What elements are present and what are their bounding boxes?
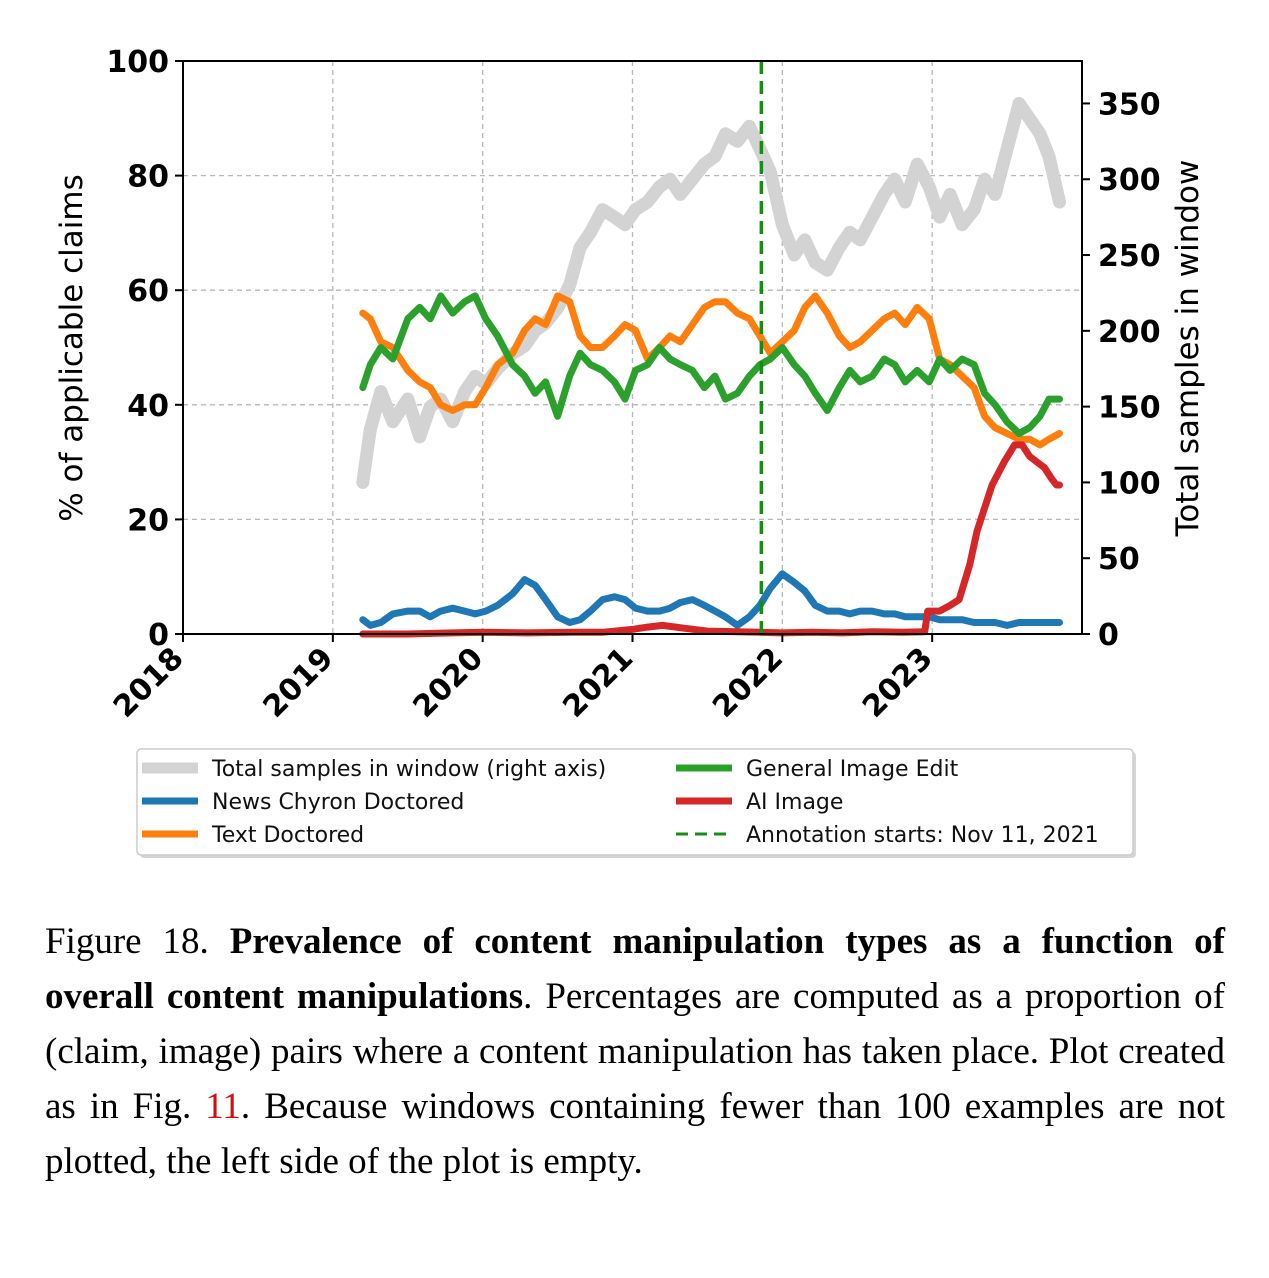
x-tick-label: 2018: [107, 641, 191, 725]
y-axis-label-left: % of applicable claims: [54, 174, 90, 522]
series-line-general-image-edit: [359, 292, 1063, 437]
series-line-total-samples-in-window-right-axis: [356, 96, 1066, 489]
legend: Total samples in window (right axis) News…: [136, 748, 1136, 858]
right-tick-label: 50: [1098, 542, 1140, 577]
x-tick-label: 2019: [257, 641, 341, 725]
left-tick-label: 0: [148, 618, 169, 653]
x-tick-label: 2021: [556, 641, 640, 725]
legend-label: News Chyron Doctored: [212, 790, 464, 815]
figure-reference-link[interactable]: 11: [205, 1086, 241, 1127]
x-tick-label: 2022: [706, 641, 790, 725]
x-tick-label: 2020: [407, 641, 491, 725]
caption-suffix: . Because windows containing fewer than …: [45, 1086, 1225, 1182]
x-axis-ticks: 2018 2019 2020 2021 2022 2023: [107, 634, 940, 725]
right-tick-label: 100: [1098, 466, 1161, 501]
left-tick-label: 100: [106, 45, 169, 80]
legend-label: AI Image: [746, 790, 843, 815]
caption-middle: . Percentages are computed as a proporti…: [45, 976, 1225, 1127]
legend-label: Annotation starts: Nov 11, 2021: [746, 823, 1099, 848]
caption-title: Prevalence of content manipulation types…: [45, 921, 1225, 1017]
left-tick-label: 60: [127, 274, 169, 309]
right-axis-ticks: 0 50 100 150 200 250 300 350: [1082, 87, 1161, 653]
right-tick-label: 150: [1098, 391, 1161, 426]
legend-box: [136, 748, 1134, 856]
grid-lines: [182, 60, 1082, 635]
right-tick-label: 0: [1098, 618, 1119, 653]
series-line-ai-image: [359, 441, 1063, 638]
caption-prefix: Figure 18.: [45, 921, 230, 962]
series-line-news-chyron-doctored: [359, 570, 1063, 629]
figure-caption: Figure 18. Prevalence of content manipul…: [45, 914, 1225, 1189]
left-tick-label: 20: [127, 503, 169, 538]
legend-label: General Image Edit: [746, 757, 959, 782]
x-tick-label: 2023: [856, 641, 940, 725]
right-tick-label: 300: [1098, 163, 1161, 198]
left-tick-label: 80: [127, 160, 169, 195]
series-layer: [356, 96, 1066, 638]
legend-label: Total samples in window (right axis): [211, 757, 606, 782]
left-tick-label: 40: [127, 389, 169, 424]
right-tick-label: 250: [1098, 239, 1161, 274]
left-axis-ticks: 0 20 40 60 80 100: [106, 45, 183, 653]
right-tick-label: 350: [1098, 87, 1161, 122]
legend-label: Text Doctored: [211, 823, 364, 848]
y-axis-label-right: Total samples in window: [1170, 160, 1206, 538]
right-tick-label: 200: [1098, 315, 1161, 350]
